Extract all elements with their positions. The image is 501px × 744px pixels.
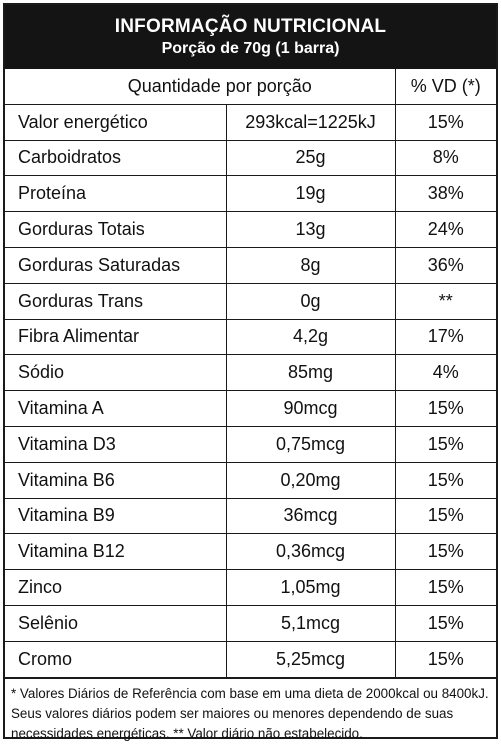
- nutrient-amount: 90mcg: [225, 390, 396, 427]
- nutrient-amount: 13g: [225, 211, 396, 248]
- nutrient-vd: 15%: [394, 425, 497, 463]
- table-row: Proteína 19g 38%: [5, 175, 497, 213]
- footnote: * Valores Diários de Referência com base…: [5, 677, 496, 744]
- table-row: Gorduras Trans 0g **: [5, 282, 497, 320]
- table-row: Zinco 1,05mg 15%: [5, 569, 497, 606]
- nutrient-vd: 15%: [394, 533, 497, 571]
- nutrient-rows: Valor energético 293kcal=1225kJ 15% Carboid…: [5, 104, 497, 678]
- nutrient-amount: 5,25mcg: [225, 640, 396, 678]
- nutrient-amount: 4,2g: [225, 318, 396, 356]
- nutrient-amount: 293kcal=1225kJ: [225, 104, 396, 141]
- nutrient-amount: 25g: [225, 139, 396, 177]
- nutrient-name: Valor energético: [5, 104, 227, 141]
- vd-header: % VD (*): [394, 69, 497, 105]
- nutrient-name: Gorduras Trans: [5, 282, 227, 320]
- label-title: INFORMAÇÃO NUTRICIONAL: [114, 16, 387, 37]
- table-row: Carboidratos 25g 8%: [5, 139, 497, 177]
- nutrient-name: Gorduras Saturadas: [5, 246, 227, 284]
- nutrient-name: Selênio: [5, 604, 227, 642]
- nutrient-amount: 0,75mcg: [225, 425, 396, 463]
- quantity-header: Quantidade por porção: [5, 69, 396, 105]
- nutrient-name: Fibra Alimentar: [5, 318, 227, 356]
- table-row: Fibra Alimentar 4,2g 17%: [5, 318, 497, 356]
- nutrient-name: Gorduras Totais: [5, 211, 227, 248]
- table-row: Selênio 5,1mcg 15%: [5, 604, 497, 642]
- nutrient-amount: 0,36mcg: [225, 533, 396, 571]
- nutrient-name: Zinco: [5, 569, 227, 606]
- table-header-row: Quantidade por porção % VD (*): [5, 69, 497, 105]
- table-row: Cromo 5,25mcg 15%: [5, 640, 497, 678]
- nutrient-vd: 8%: [394, 139, 497, 177]
- nutrient-name: Carboidratos: [5, 139, 227, 177]
- table-row: Vitamina B9 36mcg 15%: [5, 497, 497, 535]
- nutrient-name: Vitamina D3: [5, 425, 227, 463]
- table-row: Valor energético 293kcal=1225kJ 15%: [5, 104, 497, 141]
- nutrient-vd: 15%: [394, 461, 497, 499]
- table-row: Gorduras Totais 13g 24%: [5, 211, 497, 248]
- nutrient-name: Vitamina B12: [5, 533, 227, 571]
- nutrient-amount: 1,05mg: [225, 569, 396, 606]
- nutrient-amount: 85mg: [225, 354, 396, 392]
- nutrient-vd: 15%: [394, 604, 497, 642]
- nutrient-name: Sódio: [5, 354, 227, 392]
- nutrition-table: Quantidade por porção % VD (*) Valor ene…: [5, 69, 497, 678]
- nutrient-amount: 5,1mcg: [225, 604, 396, 642]
- nutrient-name: Vitamina A: [5, 390, 227, 427]
- table-row: Vitamina A 90mcg 15%: [5, 390, 497, 427]
- nutrient-amount: 8g: [225, 246, 396, 284]
- nutrient-vd: 15%: [394, 640, 497, 678]
- nutrient-vd: 17%: [394, 318, 497, 356]
- nutrient-vd: 24%: [394, 211, 497, 248]
- nutrient-name: Cromo: [5, 640, 227, 678]
- nutrition-facts-label: INFORMAÇÃO NUTRICIONAL Porção de 70g (1 …: [3, 3, 498, 741]
- nutrient-vd: 15%: [394, 390, 497, 427]
- nutrient-vd: 15%: [394, 497, 497, 535]
- nutrient-vd: 15%: [394, 104, 497, 141]
- table-row: Vitamina D3 0,75mcg 15%: [5, 425, 497, 463]
- label-header: INFORMAÇÃO NUTRICIONAL Porção de 70g (1 …: [5, 5, 496, 69]
- nutrient-amount: 0,20mg: [225, 461, 396, 499]
- nutrient-name: Vitamina B9: [5, 497, 227, 535]
- nutrient-amount: 0g: [225, 282, 396, 320]
- table-row: Vitamina B6 0,20mg 15%: [5, 461, 497, 499]
- nutrient-vd: 15%: [394, 569, 497, 606]
- nutrient-amount: 19g: [225, 175, 396, 213]
- nutrient-vd: 4%: [394, 354, 497, 392]
- nutrient-vd: **: [394, 282, 497, 320]
- serving-size: Porção de 70g (1 barra): [161, 40, 340, 57]
- table-row: Sódio 85mg 4%: [5, 354, 497, 392]
- nutrient-amount: 36mcg: [225, 497, 396, 535]
- nutrient-name: Vitamina B6: [5, 461, 227, 499]
- table-row: Gorduras Saturadas 8g 36%: [5, 246, 497, 284]
- nutrient-vd: 36%: [394, 246, 497, 284]
- nutrient-vd: 38%: [394, 175, 497, 213]
- table-row: Vitamina B12 0,36mcg 15%: [5, 533, 497, 571]
- nutrient-name: Proteína: [5, 175, 227, 213]
